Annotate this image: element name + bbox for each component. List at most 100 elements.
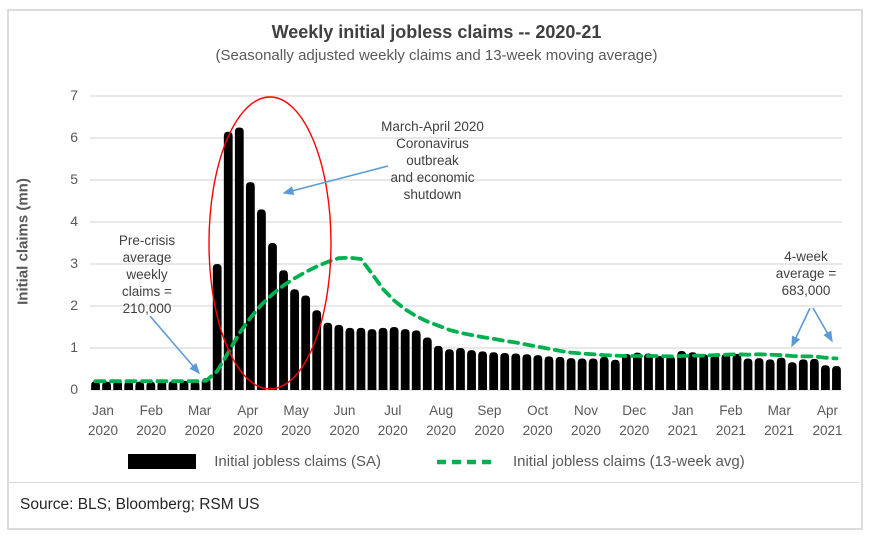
x-tick-label: May 2020 — [281, 403, 312, 438]
bar-week-12 — [212, 264, 222, 390]
bar-week-34 — [456, 348, 465, 390]
bar-week-22 — [323, 322, 333, 390]
bar-week-24 — [345, 327, 355, 390]
y-axis-title: Initial claims (mn) — [14, 178, 32, 305]
y-tick-label: 0 — [70, 381, 78, 397]
bar-week-26 — [367, 329, 377, 390]
annotation-arrows — [149, 165, 833, 375]
bar-week-59 — [732, 353, 742, 390]
legend-bar-swatch — [128, 454, 197, 469]
y-tick-label: 3 — [70, 255, 78, 271]
bar-week-27 — [378, 327, 388, 390]
bar-week-68 — [832, 366, 841, 390]
x-tick-label: Aug 2020 — [426, 403, 457, 438]
bar-week-17 — [268, 243, 277, 390]
bar-week-32 — [433, 345, 443, 390]
bar-week-58 — [721, 353, 731, 390]
bar-week-64 — [787, 362, 797, 390]
bar-week-5 — [135, 381, 145, 390]
bar-week-52 — [655, 355, 664, 390]
bar-week-57 — [710, 354, 720, 390]
bar-week-18 — [279, 270, 288, 390]
bar-week-65 — [798, 359, 808, 390]
bar-week-41 — [533, 355, 543, 390]
bar-week-47 — [599, 356, 609, 390]
bar-week-19 — [290, 289, 299, 390]
bar-week-67 — [821, 365, 830, 390]
x-tick-label: Oct 2020 — [522, 403, 553, 438]
bar-week-36 — [478, 351, 487, 390]
bar-week-60 — [743, 358, 753, 390]
legend-dashed-line-swatch — [436, 459, 491, 464]
bar-week-33 — [445, 349, 454, 390]
legend-line-label: Initial jobless claims (13-week avg) — [512, 453, 745, 470]
bar-week-29 — [400, 329, 410, 390]
bar-week-4 — [124, 381, 134, 390]
bar-week-15 — [245, 182, 255, 390]
bar-week-21 — [312, 310, 322, 390]
source-text: Source: BLS; Bloomberg; RSM US — [20, 496, 260, 513]
y-tick-label: 5 — [70, 171, 78, 187]
bar-week-30 — [411, 330, 421, 390]
x-tick-label: Dec 2020 — [619, 403, 650, 438]
outbreak-arrow — [282, 165, 389, 195]
bar-week-43 — [555, 356, 565, 390]
bar-week-1 — [91, 381, 100, 390]
bar-week-50 — [633, 352, 642, 390]
line-series-13wk-avg — [93, 255, 839, 384]
bar-week-61 — [754, 358, 764, 390]
legend-bar-label: Initial jobless claims (SA) — [214, 453, 381, 470]
bar-week-23 — [334, 324, 344, 390]
bar-week-40 — [522, 354, 532, 390]
y-tick-label: 2 — [70, 297, 78, 313]
x-tick-label: Feb 2021 — [715, 403, 746, 438]
x-tick-label: Apr 2020 — [232, 403, 263, 438]
bar-week-8 — [168, 381, 178, 390]
annotation-four-week-average: 4-week average = 683,000 — [775, 249, 837, 298]
bar-week-62 — [765, 359, 775, 390]
x-tick-label: Jul 2020 — [377, 403, 408, 438]
x-tick-label: Jan 2021 — [667, 403, 698, 438]
chart-subtitle: (Seasonally adjusted weekly claims and 1… — [215, 47, 658, 64]
bar-week-48 — [610, 359, 620, 390]
bar-week-46 — [588, 358, 598, 390]
bar-week-56 — [699, 354, 709, 390]
highlight-ellipse — [208, 96, 332, 390]
bar-week-51 — [644, 353, 653, 390]
bar-week-63 — [776, 357, 786, 390]
bar-week-35 — [467, 350, 476, 390]
bar-week-20 — [301, 295, 311, 390]
bar-week-54 — [677, 350, 687, 390]
y-tick-label: 7 — [70, 87, 78, 103]
bar-week-16 — [257, 209, 266, 390]
pre-crisis-arrow — [149, 315, 200, 375]
chart-title: Weekly initial jobless claims -- 2020-21 — [271, 22, 602, 42]
bar-week-66 — [809, 358, 819, 390]
bar-week-55 — [688, 352, 698, 390]
y-tick-label: 1 — [70, 339, 78, 355]
bar-week-2 — [102, 381, 111, 390]
bar-week-10 — [190, 381, 200, 390]
bar-week-37 — [489, 352, 499, 390]
x-tick-label: Feb 2020 — [136, 403, 167, 438]
legend: Initial jobless claims (SA) Initial jobl… — [0, 453, 873, 470]
x-tick-label: Apr 2021 — [812, 403, 843, 438]
bar-week-44 — [566, 358, 576, 390]
bar-week-38 — [500, 353, 510, 390]
four-week-arrow-left — [791, 307, 811, 348]
x-tick-label: Jan 2020 — [87, 403, 119, 438]
bar-week-39 — [511, 353, 521, 390]
bar-week-49 — [621, 353, 631, 390]
bar-week-53 — [666, 355, 675, 390]
y-tick-label: 4 — [70, 213, 78, 229]
bar-week-25 — [356, 327, 366, 390]
bar-week-13 — [223, 131, 233, 390]
source-divider — [7, 482, 859, 483]
x-tick-label: Sep 2020 — [474, 403, 505, 438]
x-tick-label: Mar 2021 — [764, 403, 795, 438]
annotation-pre-crisis: Pre-crisis average weekly claims = 210,0… — [118, 233, 176, 316]
bar-week-28 — [389, 327, 399, 390]
bar-week-6 — [146, 381, 156, 390]
bar-week-31 — [422, 337, 432, 390]
bar-week-42 — [544, 356, 554, 390]
